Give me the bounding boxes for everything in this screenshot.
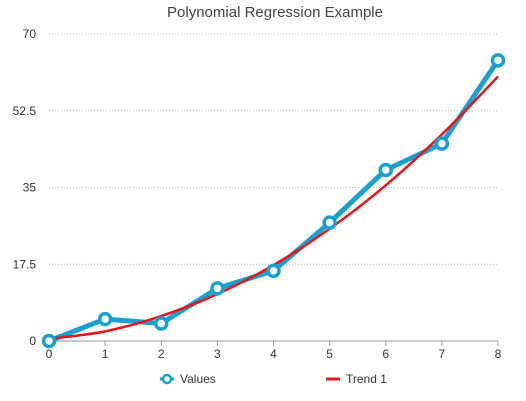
x-tick-label: 8 <box>495 347 502 361</box>
x-tick-label: 0 <box>46 347 53 361</box>
legend-item: Trend 1 <box>326 372 387 386</box>
y-axis-ticks: 0 17.5 35 52.5 70 <box>13 27 37 348</box>
data-point-marker <box>322 215 337 230</box>
x-tick-label: 3 <box>214 347 221 361</box>
legend-item: Values <box>160 372 216 386</box>
x-tick-label: 1 <box>102 347 109 361</box>
y-tick-label: 70 <box>23 27 37 41</box>
series-trend-line <box>48 75 499 341</box>
legend: Values Trend 1 <box>160 372 387 386</box>
data-point-marker <box>378 162 393 178</box>
x-tick-label: 6 <box>382 347 389 361</box>
y-tick-label: 0 <box>29 334 36 348</box>
plot-area <box>41 53 506 349</box>
data-point-marker <box>97 311 113 327</box>
data-point-marker <box>210 281 225 296</box>
x-tick-label: 7 <box>439 347 446 361</box>
y-tick-label: 17.5 <box>13 257 37 271</box>
y-tick-label: 52.5 <box>13 104 37 118</box>
legend-swatch-marker <box>161 373 173 385</box>
data-point-marker <box>490 53 506 68</box>
data-point-marker <box>266 263 281 279</box>
legend-label: Values <box>180 372 216 386</box>
chart-title: Polynomial Regression Example <box>167 4 383 21</box>
data-point-marker <box>154 316 169 331</box>
x-tick-label: 5 <box>326 347 333 361</box>
x-tick-label: 4 <box>270 347 277 361</box>
data-point-marker <box>434 136 450 151</box>
x-tick-label: 2 <box>158 347 165 361</box>
series-values-line <box>46 57 501 344</box>
x-axis-ticks: 0 1 2 3 4 5 6 7 8 <box>46 341 502 361</box>
y-tick-label: 35 <box>23 181 37 195</box>
data-point-marker <box>41 333 57 349</box>
legend-label: Trend 1 <box>346 372 387 386</box>
